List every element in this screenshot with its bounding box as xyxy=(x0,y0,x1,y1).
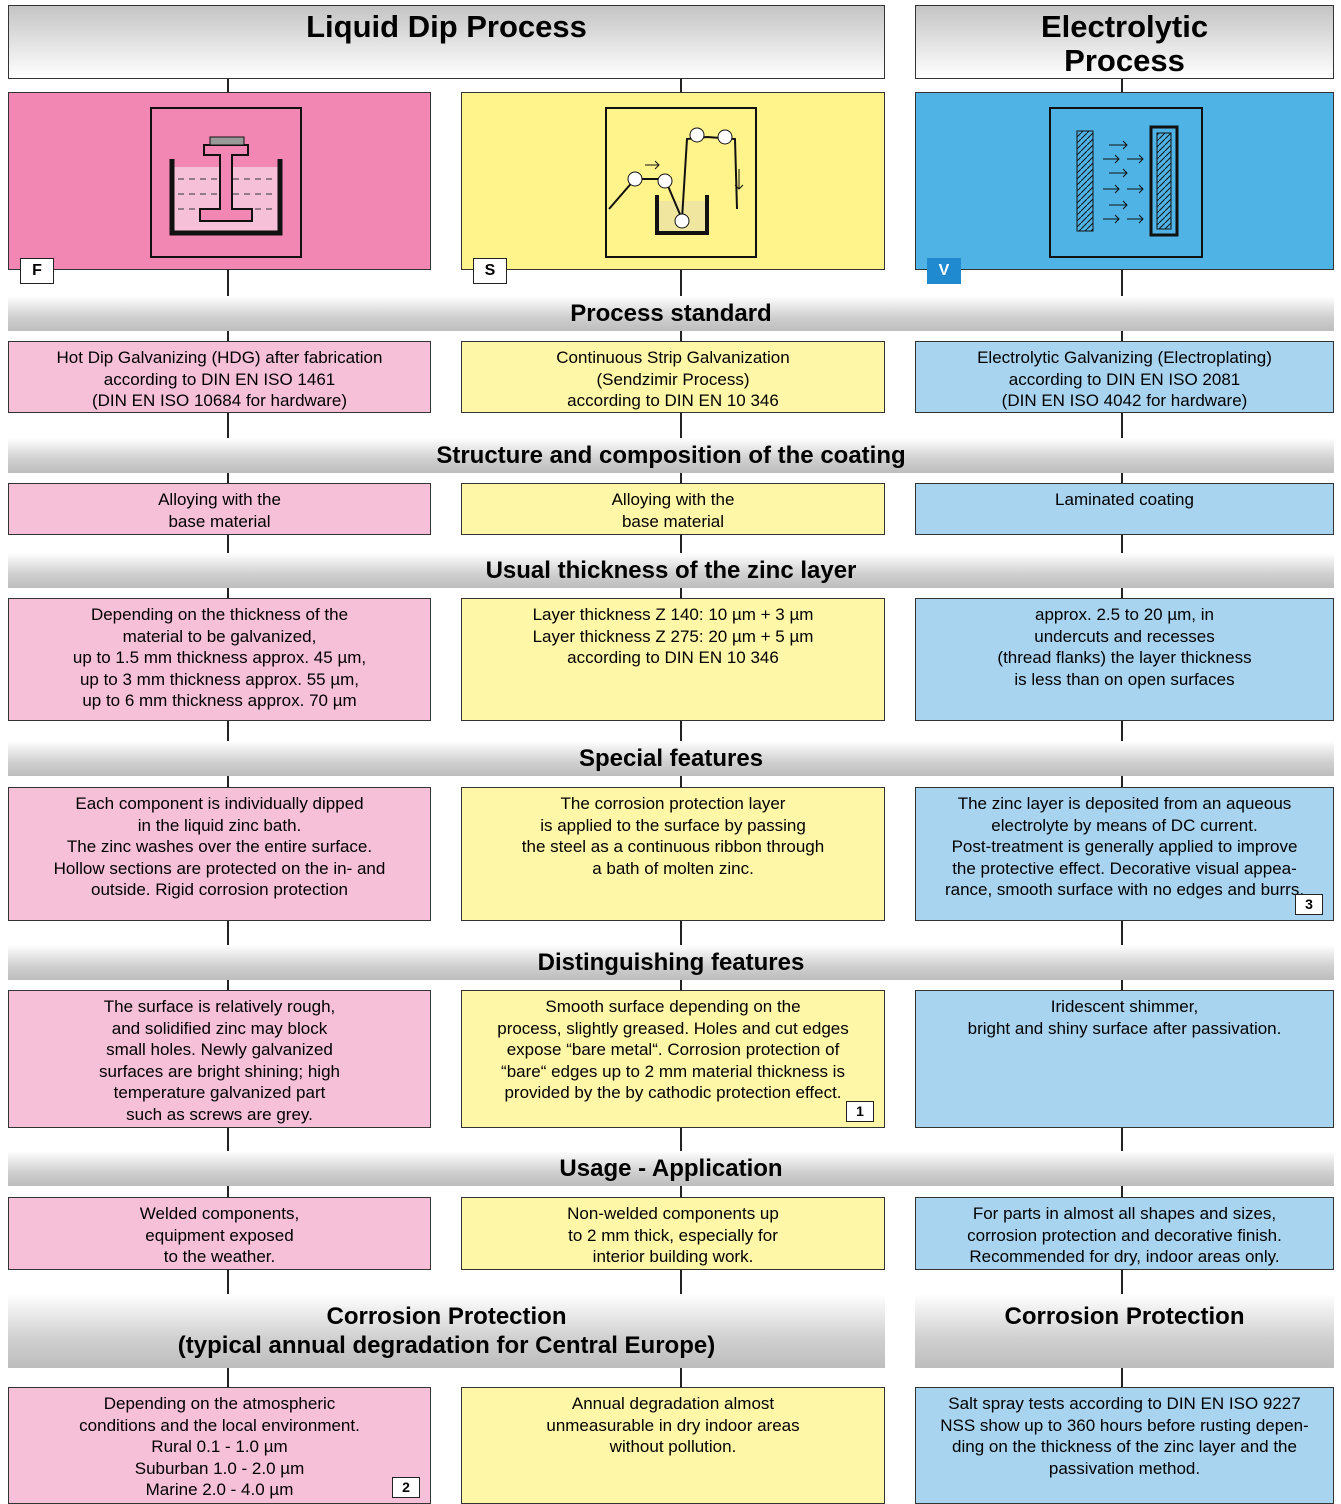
process-letter: F xyxy=(20,258,54,284)
info-cell: The zinc layer is deposited from an aque… xyxy=(915,787,1334,921)
connector-line xyxy=(680,78,682,1388)
info-cell: For parts in almost all shapes and sizes… xyxy=(915,1197,1334,1270)
section-title: Process standard xyxy=(8,296,1334,331)
section-title: Structure and composition of the coating xyxy=(8,438,1334,473)
footnote-badge: 1 xyxy=(846,1101,874,1122)
info-cell: Layer thickness Z 140: 10 µm + 3 µm Laye… xyxy=(461,598,885,721)
info-cell: The surface is relatively rough, and sol… xyxy=(8,990,431,1128)
header-electrolytic: Electrolytic Process xyxy=(915,5,1334,79)
section-title: Distinguishing features xyxy=(8,945,1334,980)
info-cell: approx. 2.5 to 20 µm, in undercuts and r… xyxy=(915,598,1334,721)
section-title: Corrosion Protection xyxy=(915,1294,1334,1368)
info-cell: Smooth surface depending on the process,… xyxy=(461,990,885,1128)
info-cell: The corrosion protection layer is applie… xyxy=(461,787,885,921)
info-cell: Each component is individually dipped in… xyxy=(8,787,431,921)
connector-line xyxy=(1121,78,1123,1388)
info-cell: Alloying with the base material xyxy=(8,483,431,535)
footnote-badge: 2 xyxy=(392,1477,420,1498)
info-cell: Hot Dip Galvanizing (HDG) after fabricat… xyxy=(8,341,431,413)
icon-panel-strip xyxy=(461,92,885,270)
connector-line xyxy=(227,78,229,1388)
info-cell: Laminated coating xyxy=(915,483,1334,535)
info-cell: Iridescent shimmer, bright and shiny sur… xyxy=(915,990,1334,1128)
icon-strip xyxy=(605,107,757,258)
info-cell: Alloying with the base material xyxy=(461,483,885,535)
process-letter: S xyxy=(473,258,507,284)
header-liquid-dip: Liquid Dip Process xyxy=(8,5,885,79)
icon-panel-electrolytic xyxy=(915,92,1334,270)
section-title: Corrosion Protection (typical annual deg… xyxy=(8,1294,885,1368)
info-cell: Annual degradation almost unmeasurable i… xyxy=(461,1387,885,1504)
info-cell: Electrolytic Galvanizing (Electroplating… xyxy=(915,341,1334,413)
section-title: Usual thickness of the zinc layer xyxy=(8,553,1334,588)
icon-panel-hot-dip xyxy=(8,92,431,270)
info-cell: Continuous Strip Galvanization (Sendzimi… xyxy=(461,341,885,413)
info-cell: Salt spray tests according to DIN EN ISO… xyxy=(915,1387,1334,1504)
process-letter: V xyxy=(927,258,961,284)
section-title: Usage - Application xyxy=(8,1151,1334,1186)
section-title: Special features xyxy=(8,741,1334,776)
icon-electrolytic xyxy=(1049,107,1203,258)
footnote-badge: 3 xyxy=(1295,894,1323,915)
info-cell: Depending on the thickness of the materi… xyxy=(8,598,431,721)
info-cell: Welded components, equipment exposed to … xyxy=(8,1197,431,1270)
info-cell: Depending on the atmospheric conditions … xyxy=(8,1387,431,1504)
info-cell: Non-welded components up to 2 mm thick, … xyxy=(461,1197,885,1270)
icon-hot-dip xyxy=(150,107,302,258)
